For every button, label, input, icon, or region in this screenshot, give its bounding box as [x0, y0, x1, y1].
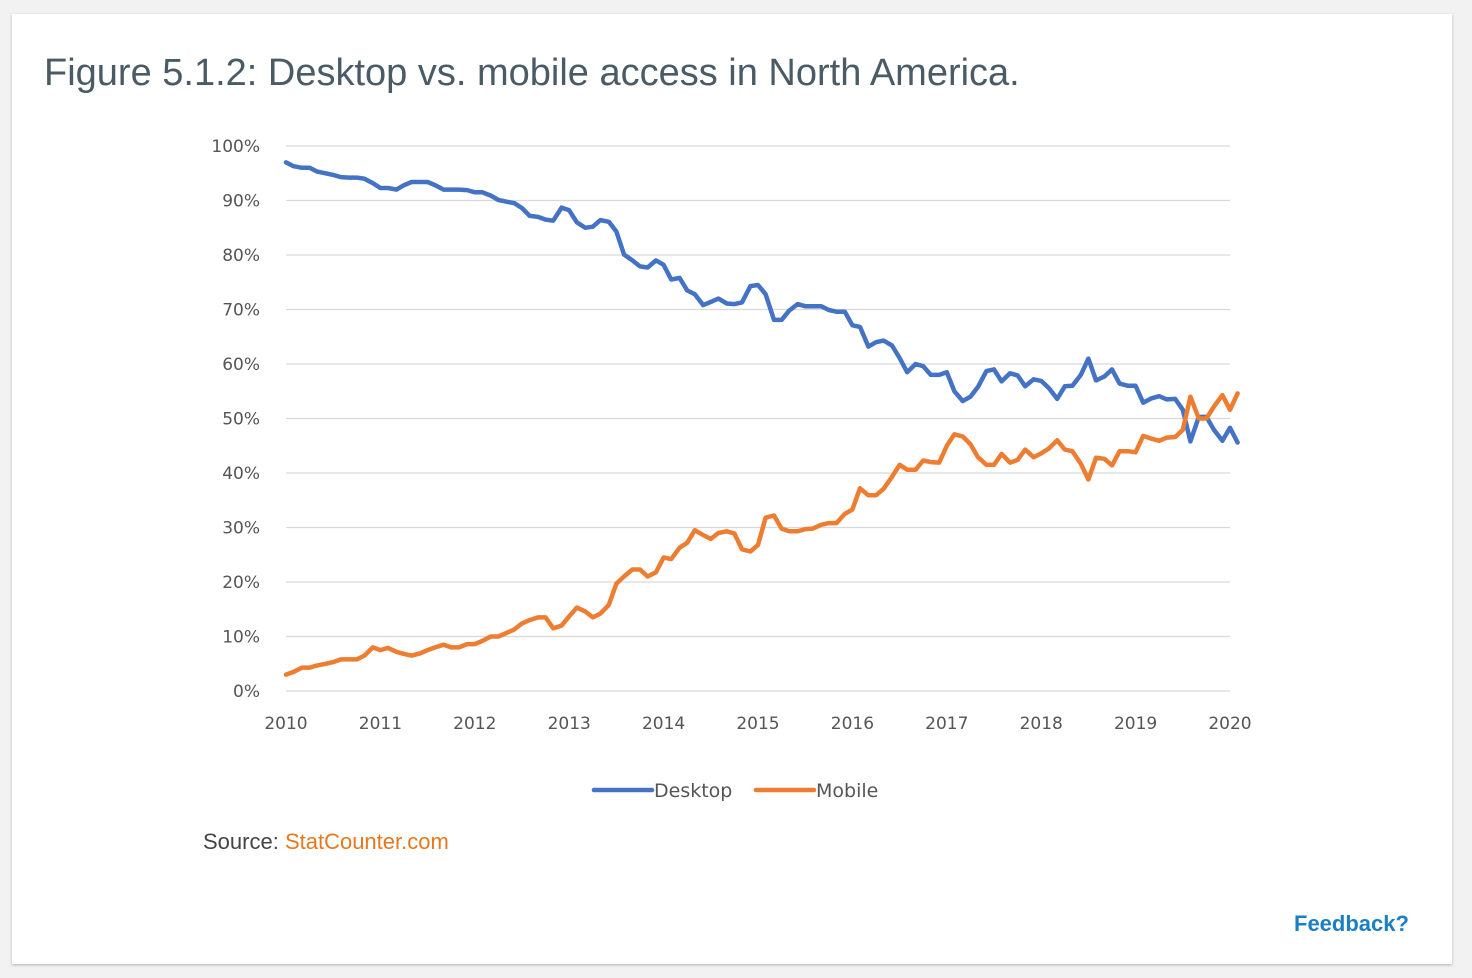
y-tick-label: 100% — [211, 137, 260, 157]
x-tick-label: 2010 — [264, 714, 307, 734]
y-tick-label: 50% — [222, 410, 260, 430]
x-tick-label: 2016 — [831, 714, 874, 734]
y-tick-label: 0% — [233, 682, 260, 702]
figure-title: Figure 5.1.2: Desktop vs. mobile access … — [44, 52, 1020, 94]
source-prefix: Source: — [203, 829, 285, 854]
legend-label-mobile: Mobile — [816, 780, 878, 802]
y-tick-label: 20% — [222, 573, 260, 593]
series-line-mobile — [283, 391, 1240, 677]
y-tick-label: 40% — [222, 464, 260, 484]
x-tick-label: 2020 — [1208, 714, 1251, 734]
series-line-desktop — [283, 160, 1240, 445]
x-tick-label: 2015 — [736, 714, 779, 734]
y-tick-label: 70% — [222, 301, 260, 321]
x-tick-label: 2014 — [642, 714, 685, 734]
x-tick-label: 2013 — [548, 714, 591, 734]
y-tick-label: 60% — [222, 355, 260, 375]
x-tick-label: 2017 — [925, 714, 968, 734]
x-tick-label: 2019 — [1114, 714, 1157, 734]
y-tick-label: 10% — [222, 628, 260, 648]
feedback-link[interactable]: Feedback? — [1294, 911, 1409, 936]
source-link[interactable]: StatCounter.com — [284, 829, 449, 854]
x-tick-label: 2012 — [453, 714, 496, 734]
x-tick-label: 2011 — [359, 714, 402, 734]
line-chart: 0% 10% 20% 30% 40% 50% 60% 70% 80% 90% 100% 2010 201… — [211, 137, 1251, 802]
y-tick-label: 30% — [222, 519, 260, 539]
y-tick-label: 90% — [222, 192, 260, 212]
x-tick-label: 2018 — [1020, 714, 1063, 734]
y-tick-label: 80% — [222, 246, 260, 266]
source-line: Source: StatCounter.com — [203, 829, 449, 855]
legend-label-desktop: Desktop — [654, 780, 732, 802]
figure-card: Figure 5.1.2: Desktop vs. mobile access … — [12, 14, 1452, 964]
